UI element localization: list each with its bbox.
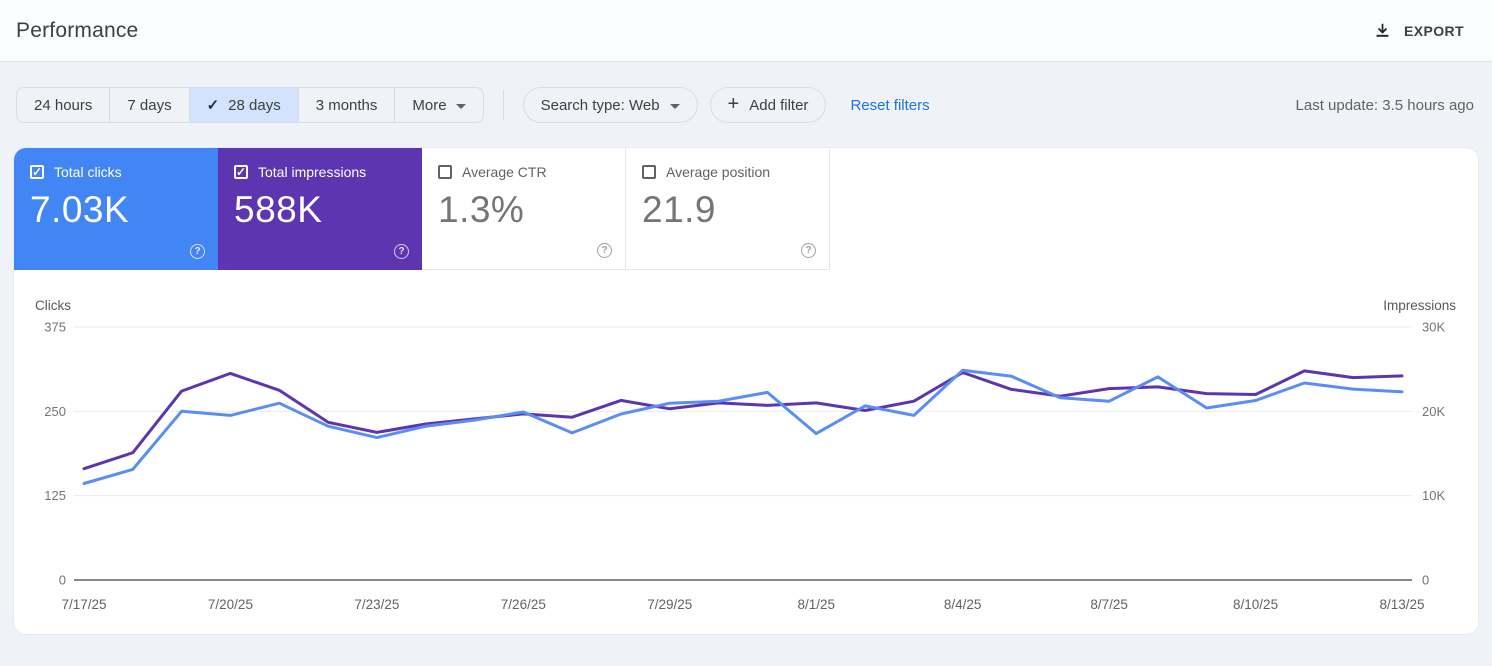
date-tick-label: 7/23/25 (354, 597, 399, 612)
metric-value: 1.3% (438, 189, 525, 230)
metric-value: 7.03K (30, 189, 130, 230)
filter-bar: ✓ 24 hours ✓ 7 days ✓ 28 days ✓ 3 months… (0, 62, 1492, 148)
date-range-label: 28 days (228, 96, 281, 114)
chevron-down-icon (669, 103, 680, 109)
date-range-segmented-control: ✓ 24 hours ✓ 7 days ✓ 28 days ✓ 3 months… (16, 87, 484, 123)
performance-chart: Clicks Impressions 0 0 125 10K 250 20K 375 30K 7/1… (14, 293, 1476, 634)
export-button[interactable]: EXPORT (1373, 21, 1464, 40)
date-range-label: 7 days (127, 96, 172, 114)
last-update-text: Last update: 3.5 hours ago (1295, 96, 1474, 114)
metric-value: 588K (234, 189, 323, 230)
top-bar: Performance EXPORT (0, 0, 1492, 62)
metric-card-average-position[interactable]: Average position 21.9 (626, 148, 830, 270)
date-range-label: More (412, 96, 447, 114)
metric-value: 21.9 (642, 189, 717, 230)
date-tick-label: 7/17/25 (61, 597, 106, 612)
line-chart-svg: Clicks Impressions 0 0 125 10K 250 20K 375 30K 7/1… (35, 298, 1456, 612)
metric-label: Total clicks (54, 164, 122, 180)
export-label: EXPORT (1404, 22, 1464, 39)
left-tick-label: 375 (44, 320, 66, 335)
metric-label: Average position (666, 164, 771, 180)
reset-filters-link[interactable]: Reset filters (850, 96, 930, 114)
add-filter-button[interactable]: + Add filter (709, 87, 827, 123)
plus-icon: + (727, 93, 740, 115)
metric-card-average-ctr[interactable]: Average CTR 1.3% (422, 148, 626, 270)
date-range-3-months[interactable]: ✓ 3 months (297, 88, 395, 122)
date-tick-label: 8/7/25 (1090, 597, 1128, 612)
search-type-dropdown[interactable]: Search type: Web (522, 87, 698, 123)
date-range-label: 24 hours (34, 96, 93, 114)
date-tick-label: 8/4/25 (944, 597, 982, 612)
left-tick-label: 0 (59, 573, 66, 588)
impressions-line (82, 369, 1404, 471)
help-icon[interactable] (394, 244, 409, 259)
metric-cards-row: Total clicks 7.03K Total impressions 588… (14, 148, 1478, 270)
checkbox-average-ctr[interactable] (438, 165, 452, 179)
checkbox-total-clicks[interactable] (30, 165, 44, 179)
date-range-7-days[interactable]: ✓ 7 days (109, 88, 188, 122)
date-tick-label: 7/26/25 (501, 597, 546, 612)
add-filter-label: Add filter (749, 96, 809, 114)
help-icon[interactable] (801, 243, 816, 258)
left-tick-label: 250 (44, 404, 66, 419)
left-tick-label: 125 (44, 488, 66, 503)
clicks-line (82, 368, 1404, 485)
performance-panel: Total clicks 7.03K Total impressions 588… (14, 148, 1478, 634)
date-range-24-hours[interactable]: ✓ 24 hours (17, 88, 109, 122)
help-icon[interactable] (190, 244, 205, 259)
chevron-down-icon (455, 103, 466, 109)
page-title: Performance (16, 18, 139, 42)
right-tick-label: 30K (1422, 320, 1445, 335)
checkbox-total-impressions[interactable] (234, 165, 248, 179)
metric-card-total-impressions[interactable]: Total impressions 588K (218, 148, 422, 270)
metric-card-total-clicks[interactable]: Total clicks 7.03K (14, 148, 218, 270)
date-range-label: 3 months (315, 96, 378, 114)
divider (502, 90, 504, 120)
search-type-label: Search type: Web (540, 96, 660, 114)
date-tick-label: 8/1/25 (797, 597, 835, 612)
right-tick-label: 10K (1422, 488, 1445, 503)
download-icon (1373, 21, 1392, 40)
check-icon: ✓ (206, 97, 220, 114)
date-range-more-dropdown[interactable]: More (394, 88, 482, 122)
date-range-28-days[interactable]: ✓ 28 days (188, 88, 298, 122)
checkbox-average-position[interactable] (642, 165, 656, 179)
left-axis-title: Clicks (35, 298, 71, 313)
right-axis-title: Impressions (1383, 298, 1456, 313)
metric-label: Total impressions (258, 164, 367, 180)
date-tick-label: 8/13/25 (1379, 597, 1424, 612)
date-tick-label: 7/20/25 (208, 597, 253, 612)
help-icon[interactable] (597, 243, 612, 258)
right-tick-label: 20K (1422, 404, 1445, 419)
date-tick-label: 8/10/25 (1233, 597, 1278, 612)
date-tick-label: 7/29/25 (647, 597, 692, 612)
metric-label: Average CTR (462, 164, 547, 180)
right-tick-label: 0 (1422, 573, 1429, 588)
